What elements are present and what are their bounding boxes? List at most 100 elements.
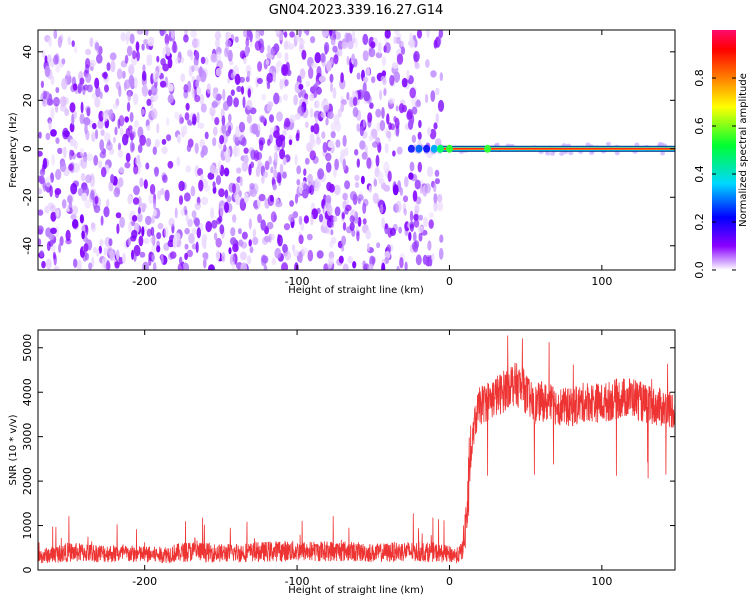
spectrogram-noise-blob (151, 108, 158, 120)
spectrogram-x-tick-label: 0 (446, 275, 453, 288)
spectrogram-noise-blob (67, 195, 73, 204)
spectrogram-y-tick-label: -20 (21, 188, 34, 206)
spectrogram-noise-blob (231, 261, 236, 270)
spectrogram-noise-blob (261, 175, 265, 184)
spectrogram-noise-blob (232, 243, 239, 253)
spectrogram-noise-blob (230, 227, 236, 237)
spectrogram-noise-blob (340, 149, 346, 158)
spectrogram-noise-blob (139, 134, 147, 146)
spectrogram-noise-blob (294, 193, 299, 204)
spectrogram-noise-blob (126, 101, 131, 112)
spectrogram-noise-blob (53, 30, 58, 39)
spectrogram-noise-blob (363, 263, 368, 270)
spectrogram-noise-blob (48, 93, 53, 106)
spectrogram-noise-blob (177, 263, 184, 270)
spectrogram-noise-blob (98, 245, 103, 254)
spectrogram-noise-blob (77, 83, 84, 92)
spectrogram-noise-blob (159, 80, 167, 88)
spectrogram-noise-blob (62, 127, 69, 140)
spectrogram-noise-blob (156, 245, 161, 253)
spectrogram-noise-blob (145, 215, 152, 226)
spectrogram-noise-blob (167, 57, 173, 69)
spectrogram-noise-blob (215, 250, 221, 261)
spectrogram-noise-blob (346, 92, 350, 101)
spectrogram-noise-blob (124, 116, 129, 123)
spectrogram-noise-blob (221, 251, 226, 263)
spectrogram-noise-blob (342, 221, 347, 231)
spectrogram-noise-blob (439, 234, 444, 243)
spectrogram-noise-blob (174, 56, 181, 65)
spectrogram-noise-blob (215, 67, 222, 77)
spectrogram-noise-blob (408, 38, 416, 49)
spectrogram-noise-blob (433, 183, 437, 193)
spectrogram-noise-blob (327, 140, 335, 148)
spectrogram-noise-blob (292, 244, 296, 252)
spectrogram-noise-blob (137, 212, 143, 223)
spectrogram-noise-blob (70, 183, 78, 195)
spectrogram-noise-blob (191, 210, 197, 219)
spectrogram-noise-blob (53, 96, 60, 107)
spectrogram-noise-blob (125, 152, 131, 163)
spectrogram-noise-blob (196, 37, 200, 49)
spectrogram-noise-blob (411, 134, 417, 143)
spectrogram-noise-blob (115, 249, 120, 261)
spectrogram-noise-blob (225, 129, 231, 137)
spectrogram-noise-blob (243, 30, 248, 38)
spectrogram-noise-blob (431, 253, 435, 261)
spectrogram-noise-blob (196, 86, 202, 96)
spectrogram-noise-blob (41, 49, 46, 58)
spectrogram-noise-blob (394, 117, 400, 129)
spectrogram-noise-blob (219, 224, 225, 235)
spectrogram-noise-blob (210, 207, 215, 219)
spectrogram-noise-blob (247, 88, 251, 98)
snr-y-tick-label: 0 (21, 567, 34, 574)
spectrogram-noise-blob (191, 86, 196, 99)
spectrogram-noise-blob (131, 249, 134, 260)
spectrogram-noise-blob (316, 250, 324, 259)
spectrogram-noise-blob (396, 146, 403, 155)
spectrogram-noise-blob (39, 168, 46, 177)
spectrogram-noise-blob (298, 234, 304, 245)
spectrogram-noise-blob (263, 264, 268, 270)
spectrogram-noise-blob (197, 67, 205, 76)
spectrogram-noise-blob (117, 177, 124, 188)
spectrogram-noise-blob (57, 147, 63, 155)
spectrogram-noise-blob (203, 258, 207, 269)
spectrogram-noise-blob (399, 257, 404, 269)
spectrogram-noise-blob (197, 168, 204, 176)
spectrogram-noise-blob (48, 233, 55, 241)
spectrogram-signal-band (441, 148, 675, 150)
spectrogram-noise-blob (204, 131, 209, 140)
spectrogram-halo-blob (589, 150, 595, 155)
spectrogram-noise-blob (309, 133, 315, 145)
spectrogram-noise-blob (360, 175, 365, 185)
spectrogram-noise-blob (288, 214, 295, 223)
spectrogram-noise-blob (354, 181, 360, 188)
spectrogram-noise-blob (352, 90, 356, 98)
spectrogram-noise-blob (333, 54, 339, 65)
spectrogram-noise-blob (433, 122, 438, 130)
spectrogram-noise-blob (141, 85, 147, 95)
spectrogram-noise-blob (418, 214, 423, 221)
spectrogram-noise-blob (190, 30, 197, 38)
spectrogram-noise-blob (418, 232, 423, 242)
spectrogram-noise-blob (298, 215, 303, 225)
spectrogram-x-tick-label: 100 (591, 275, 612, 288)
spectrogram-noise-blob (124, 79, 131, 89)
spectrogram-noise-blob (320, 111, 327, 119)
spectrogram-noise-blob (328, 251, 335, 260)
spectrogram-noise-blob (116, 68, 123, 80)
spectrogram-noise-blob (253, 149, 260, 162)
spectrogram-noise-blob (377, 41, 382, 54)
spectrogram-noise-blob (191, 228, 197, 235)
spectrogram-noise-blob (413, 231, 417, 243)
spectrogram-noise-blob (304, 157, 310, 165)
spectrogram-noise-blob (345, 204, 352, 212)
spectrogram-noise-blob (380, 204, 384, 214)
spectrogram-noise-blob (352, 106, 359, 118)
spectrogram-noise-blob (429, 128, 437, 140)
spectrogram-noise-blob (266, 82, 271, 90)
spectrogram-noise-blob (284, 52, 289, 63)
